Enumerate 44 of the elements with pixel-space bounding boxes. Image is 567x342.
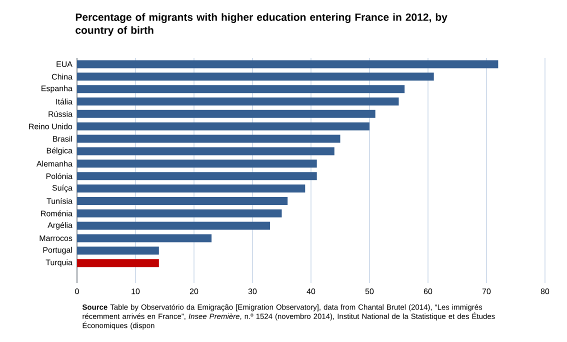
x-tick-label: 60 (424, 288, 432, 294)
y-tick-label: Alemanha (36, 160, 72, 167)
y-tick-label: China (52, 74, 72, 80)
bar (77, 122, 370, 130)
x-tick-label: 20 (190, 288, 198, 294)
bar (77, 72, 434, 81)
bar (77, 160, 317, 168)
bar (77, 184, 306, 193)
y-tick-label: Itália (56, 98, 72, 104)
y-tick-label: Espanha (42, 85, 72, 93)
y-tick-label: Brasil (53, 136, 72, 142)
y-tick-label: Reino Unido (29, 123, 72, 130)
y-tick-label: EUA (56, 61, 72, 68)
x-tick-label: 50 (365, 288, 374, 294)
x-tick-label: 30 (248, 288, 257, 294)
x-tick-label: 80 (540, 288, 550, 294)
y-tick-label: Argélia (48, 222, 72, 230)
y-tick-label: Portugal (43, 246, 72, 254)
bar (77, 259, 159, 268)
bar (77, 134, 340, 143)
bar (77, 85, 405, 94)
y-tick-label: Rússia (48, 110, 72, 117)
bar (77, 172, 317, 180)
bar (77, 196, 288, 205)
chart-title: Percentage of migrants with higher education entering France in 2012, by country of birth (76, 13, 448, 36)
x-tick-label: 70 (482, 288, 491, 294)
y-tick-label: Marrocos (40, 235, 72, 242)
y-tick-label: Polónia (46, 173, 72, 180)
y-tick-label: Roménia (41, 210, 72, 216)
y-tick-label: Bélgica (46, 147, 72, 156)
bar (77, 234, 212, 242)
y-tick-label: Suíça (52, 184, 72, 192)
y-tick-label: Turquia (46, 259, 72, 267)
x-tick-label: 0 (75, 288, 79, 294)
bar (77, 60, 498, 68)
y-tick-label: Tunísia (46, 198, 72, 204)
x-tick-label: 40 (306, 288, 316, 294)
bar (77, 209, 282, 218)
bar (77, 222, 270, 230)
bar (77, 98, 399, 106)
bar (77, 110, 376, 118)
bar (77, 246, 159, 255)
bar (77, 147, 334, 156)
x-tick-label: 10 (132, 288, 140, 294)
